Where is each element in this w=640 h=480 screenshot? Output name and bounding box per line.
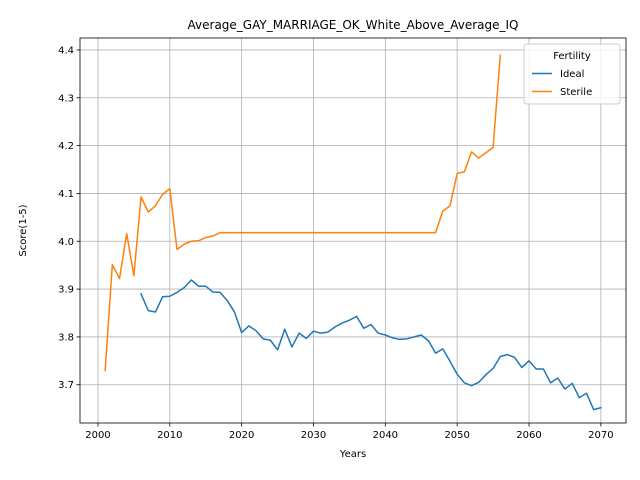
x-tick-label: 2030: [301, 430, 326, 441]
series-lines: [104, 54, 602, 411]
chart-title: Average_GAY_MARRIAGE_OK_White_Above_Aver…: [188, 18, 519, 32]
x-tick-label: 2040: [373, 430, 398, 441]
x-tick-label: 2010: [157, 430, 182, 441]
x-tick-label: 2020: [229, 430, 254, 441]
grid-lines: [80, 38, 626, 423]
x-tick-label: 2000: [85, 430, 110, 441]
series-line-sterile: [104, 54, 502, 372]
legend-box: [523, 43, 621, 105]
x-tick-label: 2050: [444, 430, 469, 441]
y-tick-label: 4.4: [58, 45, 74, 56]
x-axis-ticks: 2000 2010 2020 2030 2040 2050 2060 2070: [85, 423, 614, 441]
y-tick-label: 4.1: [58, 189, 74, 200]
y-tick-label: 3.9: [58, 285, 74, 296]
y-tick-label: 3.7: [58, 380, 74, 391]
y-tick-label: 4.3: [58, 93, 74, 104]
plot-frame: [79, 37, 627, 424]
x-tick-label: 2070: [588, 430, 613, 441]
legend: Fertility Ideal Sterile: [523, 43, 621, 105]
x-axis-label: Years: [339, 449, 366, 460]
legend-label-ideal: Ideal: [560, 69, 584, 80]
legend-items: Ideal Sterile: [532, 69, 592, 98]
x-tick-label: 2060: [516, 430, 541, 441]
y-tick-label: 4.2: [58, 141, 74, 152]
y-axis-label: Score(1-5): [18, 204, 29, 256]
series-line-ideal: [140, 279, 602, 411]
y-tick-label: 3.8: [58, 332, 74, 343]
legend-label-sterile: Sterile: [560, 87, 592, 98]
y-tick-label: 4.0: [58, 237, 74, 248]
legend-title: Fertility: [553, 51, 591, 62]
y-axis-ticks: 3.7 3.8 3.9 4.0 4.1 4.2 4.3 4.4: [58, 45, 80, 391]
